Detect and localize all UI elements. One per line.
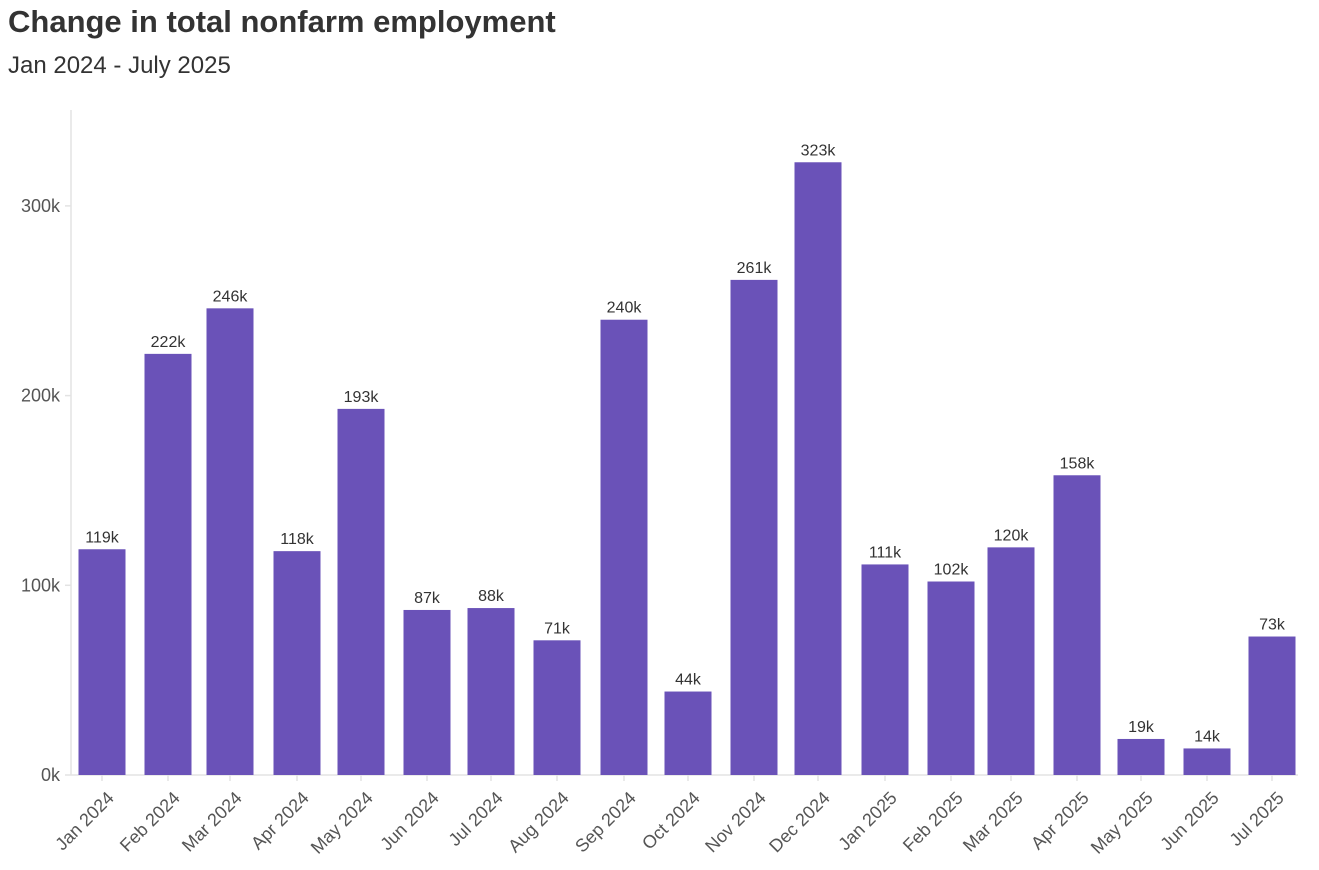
bars xyxy=(78,162,1296,776)
bar-value-label: 14k xyxy=(1194,728,1221,745)
bar-value-label: 323k xyxy=(801,142,837,159)
bar xyxy=(1183,748,1231,775)
x-tick-label: May 2024 xyxy=(307,788,377,858)
x-tick-label: Apr 2024 xyxy=(247,788,313,854)
x-tick-label: Apr 2025 xyxy=(1027,788,1093,854)
x-tick-label: Dec 2024 xyxy=(765,788,834,857)
value-labels: 119k 222k 246k 118k 193k 87k 88k 71k 240k 44k 261k… xyxy=(85,142,1286,745)
bar-value-label: 193k xyxy=(344,389,380,406)
x-tick-label: Aug 2024 xyxy=(504,788,573,857)
y-axis: 0k 100k 200k 300k xyxy=(21,110,72,785)
bar-value-label: 119k xyxy=(85,529,120,546)
bar-value-label: 71k xyxy=(544,620,571,637)
bar xyxy=(273,551,321,775)
x-tick-label: Jul 2024 xyxy=(445,788,507,850)
bar-value-label: 73k xyxy=(1259,617,1286,634)
bar xyxy=(144,353,192,775)
x-tick-label: Sep 2024 xyxy=(571,788,640,857)
bar-value-label: 44k xyxy=(675,672,702,689)
x-tick-label: Mar 2025 xyxy=(959,788,1027,856)
bar-value-label: 222k xyxy=(151,334,187,351)
bar-value-label: 111k xyxy=(869,544,902,561)
y-tick-label: 100k xyxy=(21,575,61,595)
x-tick-label: May 2025 xyxy=(1087,788,1157,858)
bar xyxy=(987,547,1035,775)
bar xyxy=(730,279,778,775)
bar xyxy=(337,408,385,775)
x-tick-label: Mar 2024 xyxy=(178,788,246,856)
bar-value-label: 102k xyxy=(934,562,970,579)
bar xyxy=(861,564,909,775)
bar-value-label: 19k xyxy=(1128,719,1155,736)
bar xyxy=(1053,475,1101,775)
bar xyxy=(403,609,451,775)
y-tick-label: 0k xyxy=(41,765,61,785)
x-tick-label: Jun 2024 xyxy=(376,788,443,855)
bar-value-label: 246k xyxy=(213,288,249,305)
bar xyxy=(1117,738,1165,775)
bar-value-label: 88k xyxy=(478,588,505,605)
chart-subtitle: Jan 2024 - July 2025 xyxy=(8,52,231,79)
y-tick-label: 200k xyxy=(21,386,61,406)
x-tick-label: Feb 2024 xyxy=(116,788,184,856)
bar-value-label: 120k xyxy=(994,527,1030,544)
x-axis xyxy=(71,774,1298,781)
bar xyxy=(794,162,842,776)
bar xyxy=(78,549,126,775)
bar xyxy=(664,691,712,775)
bar xyxy=(206,308,254,775)
bar-value-label: 240k xyxy=(607,300,643,317)
x-tick-label: Jan 2025 xyxy=(834,788,901,855)
x-tick-label: Jan 2024 xyxy=(51,788,118,855)
bar xyxy=(1248,636,1296,775)
chart-title: Change in total nonfarm employment xyxy=(8,4,556,39)
x-tick-label: Jul 2025 xyxy=(1226,788,1288,850)
bar-value-label: 158k xyxy=(1060,455,1096,472)
y-tick-label: 300k xyxy=(21,196,61,216)
x-tick-label: Feb 2025 xyxy=(899,788,967,856)
bar-value-label: 118k xyxy=(280,531,315,548)
bar-value-label: 261k xyxy=(737,260,773,277)
x-tick-label: Jun 2025 xyxy=(1156,788,1223,855)
bar xyxy=(600,319,648,775)
bar xyxy=(467,608,515,775)
x-tick-label: Nov 2024 xyxy=(701,788,770,857)
bar xyxy=(533,640,581,775)
bar-value-label: 87k xyxy=(414,590,441,607)
x-tick-label: Oct 2024 xyxy=(638,788,704,854)
bar xyxy=(927,581,975,775)
